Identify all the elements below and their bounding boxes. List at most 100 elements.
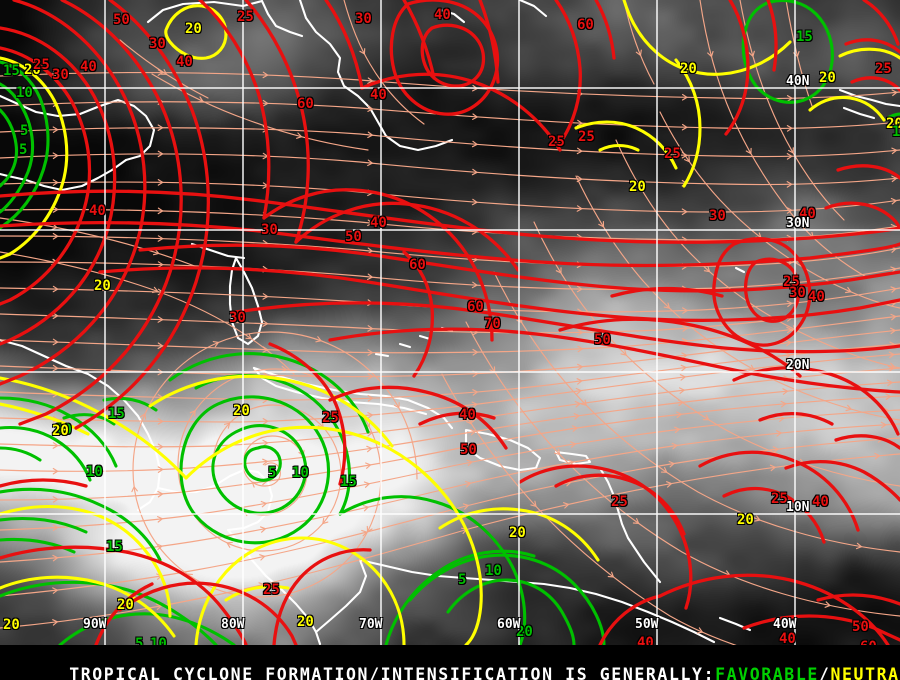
contour-label: 10	[86, 464, 103, 480]
contour-label: 40	[799, 206, 816, 222]
streamline-arrow	[660, 467, 668, 473]
streamline-arrow	[555, 267, 562, 274]
contour-label: 25	[33, 57, 50, 73]
streamline-arrow	[52, 587, 59, 594]
streamline-arrow	[157, 342, 164, 350]
legend-neutral: NEUTRAL	[830, 665, 900, 680]
streamline-arrow	[262, 439, 269, 447]
contour-label: 40	[370, 215, 387, 231]
streamline-arrow	[155, 603, 163, 610]
streamline-arrow	[464, 480, 472, 488]
contour-label: 25	[771, 491, 788, 507]
contour-label: 30	[709, 208, 726, 224]
streamline-arrow	[769, 464, 777, 472]
streamline-arrow	[571, 425, 579, 432]
streamline-arrow	[157, 261, 164, 268]
contour-label: 5	[20, 123, 29, 139]
contour-label: 30	[52, 67, 69, 83]
contour-label: 25	[322, 410, 339, 426]
streamline-arrow	[598, 221, 605, 228]
streamline-arrow	[466, 418, 472, 425]
streamline-arrow	[778, 415, 785, 422]
streamline-arrow	[367, 247, 374, 255]
contour-label: 15	[106, 539, 123, 555]
streamline-arrow	[367, 373, 374, 380]
streamline-arrow	[156, 543, 163, 550]
streamline-arrow	[682, 325, 689, 332]
streamline-arrow	[462, 503, 470, 510]
streamline-arrow	[367, 77, 374, 84]
streamline-arrow	[157, 418, 164, 425]
product-subtitle: GOES-EAST WIND SHEAR(KTS) 0000 UTC 26OCT…	[0, 665, 900, 680]
streamline-arrow	[530, 500, 537, 508]
streamline-arrow	[157, 179, 164, 186]
contour-label: 40	[434, 7, 451, 23]
lon-label: 40W	[773, 617, 797, 632]
streamline-arrow	[668, 460, 676, 468]
streamline-arrow	[748, 50, 755, 58]
contour-label: 40	[637, 635, 654, 645]
streamline-arrow	[707, 51, 714, 58]
streamline-arrow	[157, 466, 164, 473]
lon-label: 70W	[359, 617, 383, 632]
streamline-arrow	[786, 181, 793, 188]
streamline-arrow	[575, 387, 583, 395]
streamline-arrow	[890, 286, 897, 293]
overlay-layer	[0, 0, 900, 645]
streamline-arrow	[365, 462, 372, 469]
streamline-arrow	[472, 113, 479, 120]
streamline-arrow	[466, 459, 474, 467]
streamline-arrow	[570, 441, 577, 448]
lat-label: 20N	[786, 358, 810, 373]
streamline-arrow	[315, 336, 323, 343]
satellite-shear-map[interactable]: 5020253040601525304020202015152025103040…	[0, 0, 900, 645]
streamline-arrow	[367, 219, 374, 227]
contour-label: 40	[80, 59, 97, 75]
streamline-arrow	[681, 352, 688, 359]
contour-label: 25	[548, 134, 565, 150]
streamline-arrow	[681, 123, 688, 131]
streamline-arrow	[52, 554, 59, 562]
streamline-arrow	[157, 316, 164, 323]
streamline-arrow	[52, 206, 59, 213]
streamline-arrow	[674, 426, 681, 434]
streamline-arrow	[666, 481, 673, 488]
contour-label: 20	[233, 403, 250, 419]
streamline-arrow	[157, 490, 164, 498]
contour-label: 15	[796, 29, 813, 45]
legend-title: TROPICAL CYCLONE FORMATION/INTENSIFICATI…	[0, 646, 900, 680]
streamline-arrow	[367, 325, 374, 332]
streamline-arrow	[891, 175, 898, 183]
streamline-arrow	[367, 412, 374, 419]
contour-label: 40	[808, 289, 825, 305]
streamline-arrow	[891, 89, 898, 97]
contour-label: 5	[268, 465, 277, 481]
streamline-arrow	[366, 445, 373, 453]
streamline-arrow	[245, 333, 252, 340]
contour-label: 10	[16, 85, 33, 101]
contour-label: 20	[52, 423, 69, 439]
contour-label: 40	[812, 494, 829, 510]
contour-label: 20	[509, 525, 526, 541]
contour-label: 25	[611, 494, 628, 510]
streamline-arrow	[681, 93, 689, 101]
contour-label: 20	[680, 61, 697, 77]
streamline-arrow	[223, 422, 231, 429]
streamline-arrow	[367, 159, 374, 167]
contour-label: 30	[261, 222, 278, 238]
lat-label: 10N	[786, 500, 810, 515]
streamline-arrow	[197, 96, 204, 103]
contour-label: 30	[789, 285, 806, 301]
streamline-arrow	[363, 481, 371, 488]
streamline-arrow	[890, 313, 897, 321]
streamline-arrow	[469, 428, 477, 436]
contour-label: 5	[458, 572, 467, 588]
streamline-arrow	[393, 402, 400, 409]
streamline-arrow	[684, 155, 691, 163]
contour-label: 20	[117, 597, 134, 613]
streamline-arrow	[786, 300, 793, 308]
contour-label: 20	[737, 512, 754, 528]
streamline-arrow	[745, 147, 752, 155]
contour-label: 20	[185, 21, 202, 37]
